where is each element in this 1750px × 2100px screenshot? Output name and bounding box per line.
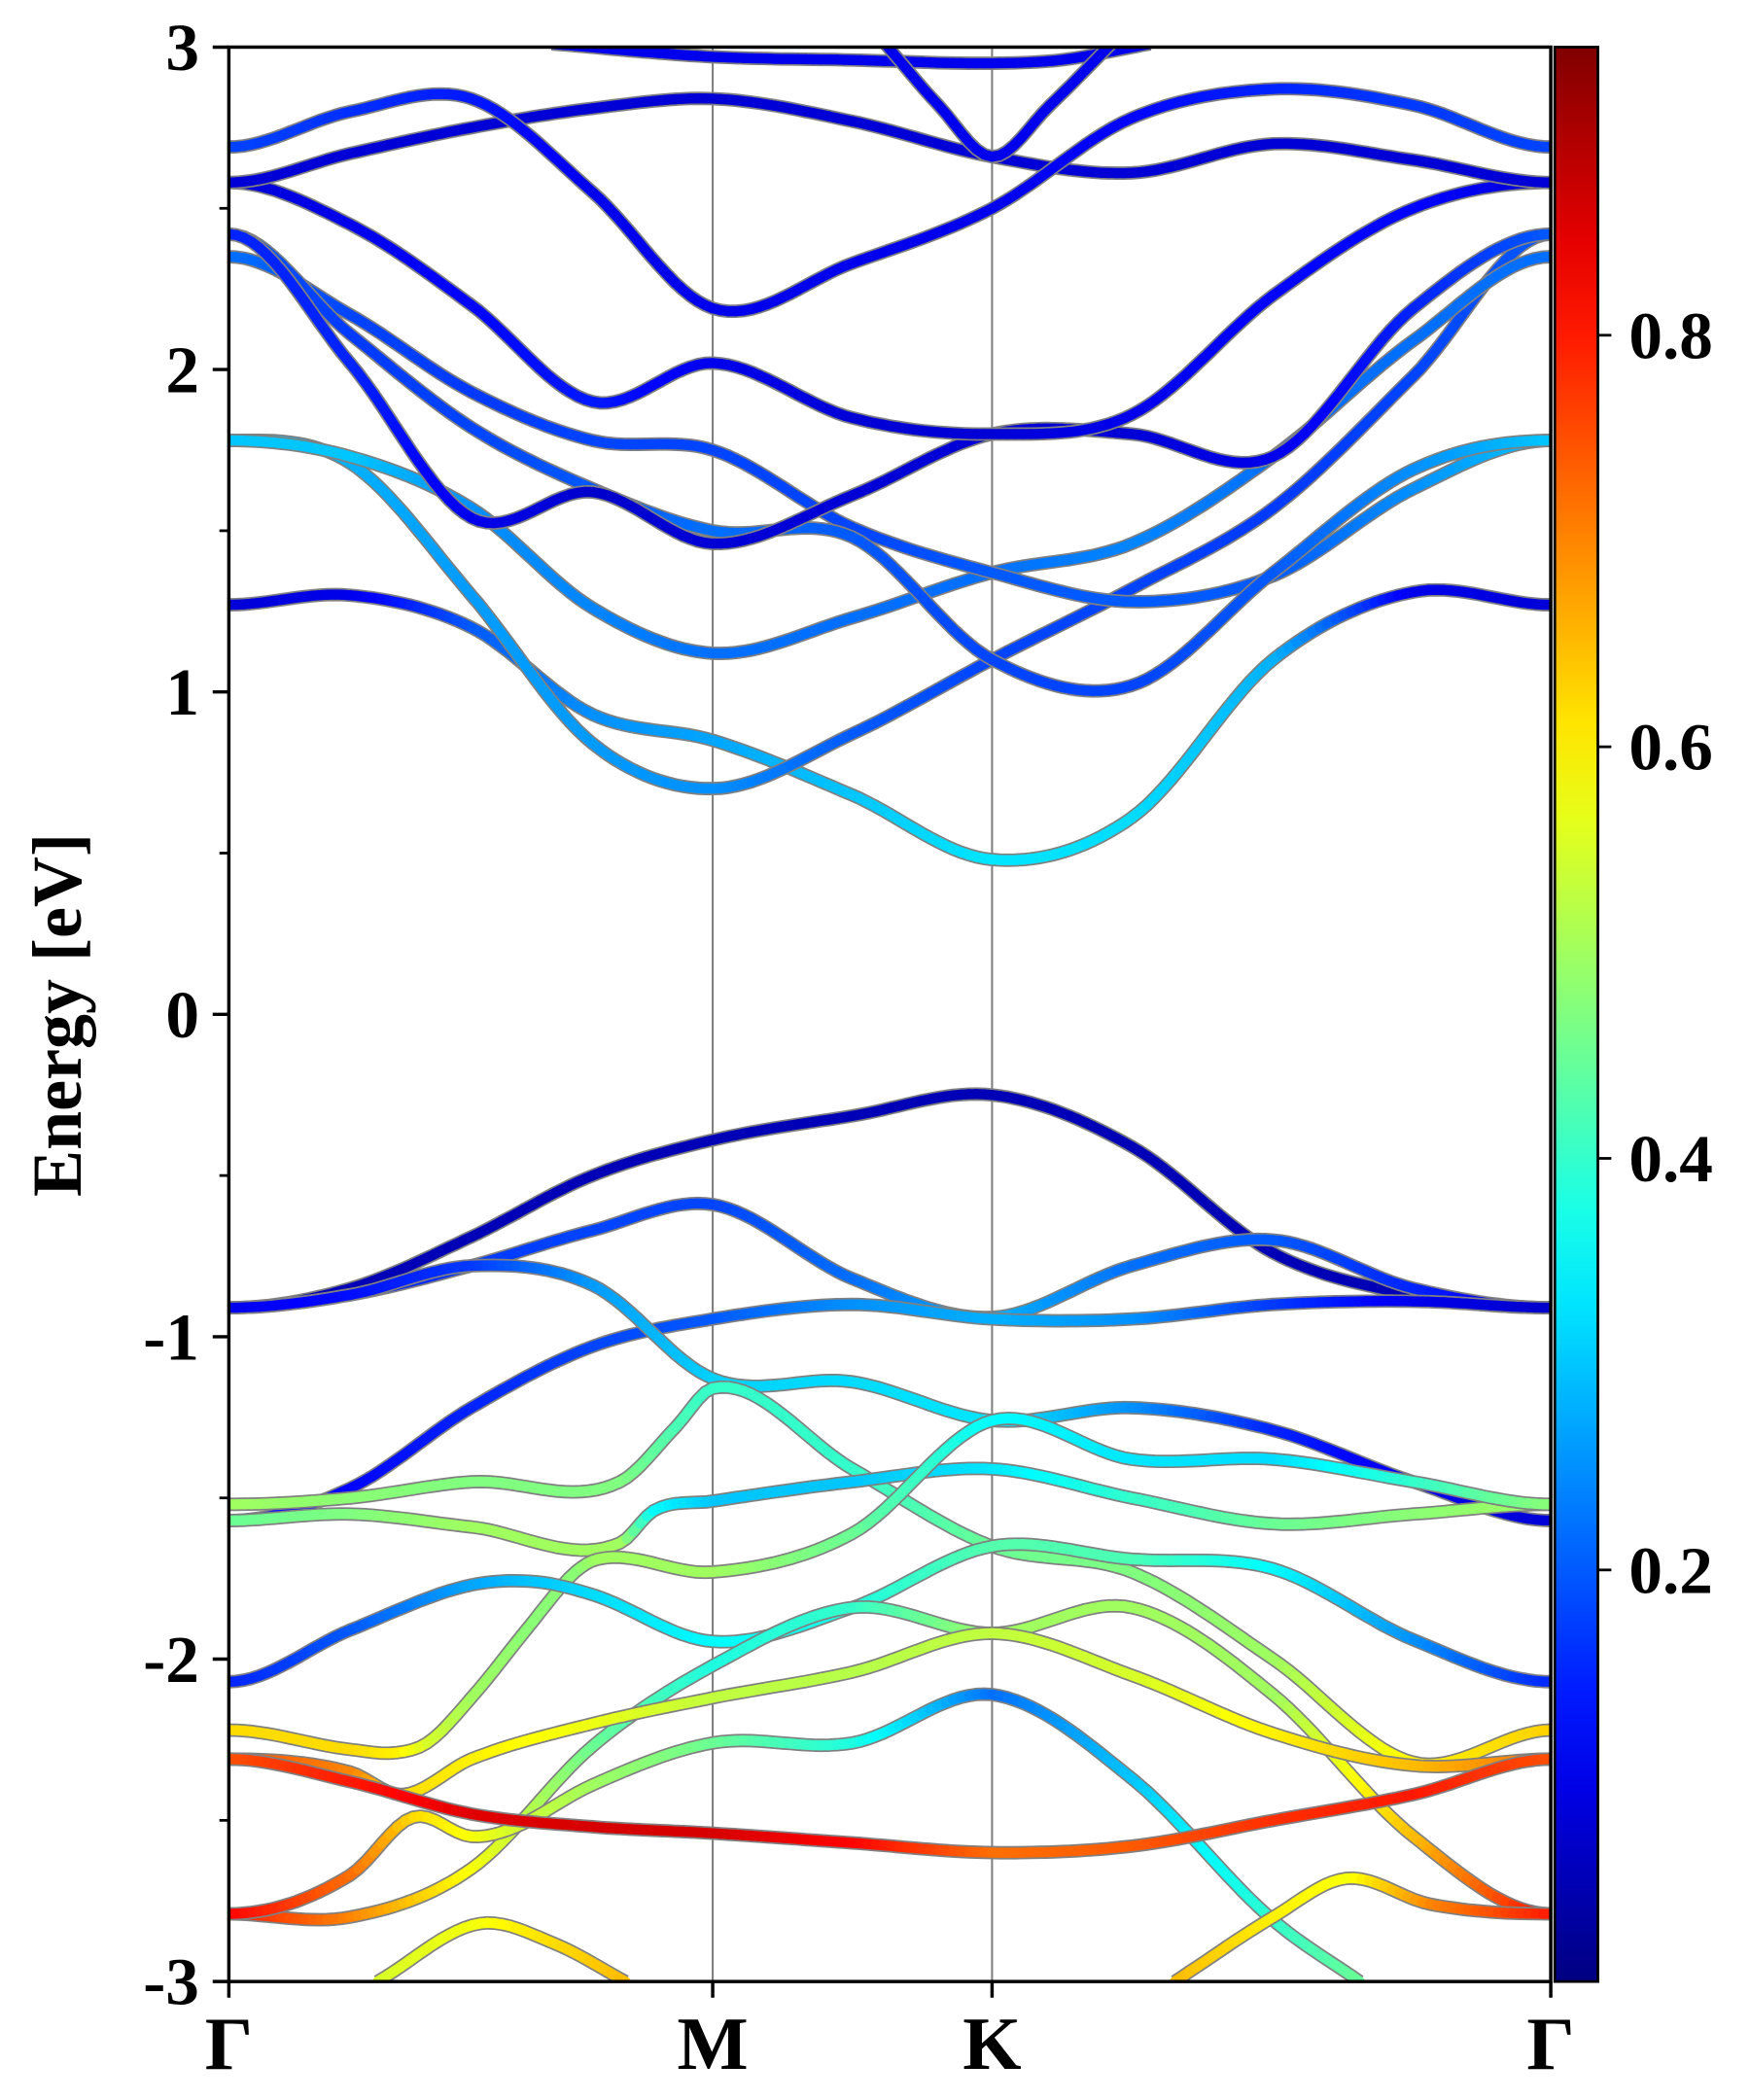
band-segment [1138,47,1154,51]
y-tick-label: 1 [165,654,199,729]
x-tick-label: M [677,2002,748,2085]
x-tick-label: Γ [1526,2002,1574,2085]
colorbar-tick-label: 0.4 [1628,1121,1713,1196]
colorbar-tick-label: 0.2 [1628,1532,1713,1607]
band-vb-3 [228,1294,1552,1527]
band-cb-h [228,91,1552,190]
bands [228,47,1552,1982]
band-cb-i [228,82,1552,319]
band-vb-11 [228,1687,1365,1982]
x-tick-label: K [962,2002,1021,2085]
y-axis-title: Energy [eV] [18,833,96,1197]
x-tick-label: Γ [205,2002,253,2085]
y-tick-label: 2 [165,332,199,407]
y-tick-label: -1 [143,1299,199,1374]
band-segment [547,47,564,51]
band-vb-7 [228,1412,1552,1761]
y-axis: 3 2 1 0 -1 -2 -3 [143,10,229,2019]
band-cb-g [228,175,1552,441]
band-vb-12 [228,1752,1552,1860]
y-tick-label: 3 [165,10,199,85]
y-tick-label: 0 [165,977,199,1052]
band-vb-13 [372,1915,631,1982]
colorbar-tick-label: 0.6 [1628,710,1713,785]
band-cb-a [228,582,1552,867]
band-segment [554,47,573,51]
plot-area [228,47,1552,1982]
band-cb-d [228,250,1552,609]
band-vb-6 [228,1461,1552,1558]
y-tick-label: -2 [143,1622,199,1697]
band-vb-10 [228,1627,1552,1802]
colorbar: 0.2 0.4 0.6 0.8 [1553,46,1713,1983]
colorbar-gradient [1553,46,1599,1983]
band-cb-j [547,47,1154,70]
band-vb-14 [1170,1871,1552,1982]
y-tick-label: -3 [143,1944,199,2019]
colorbar-tick-label: 0.8 [1628,298,1713,372]
